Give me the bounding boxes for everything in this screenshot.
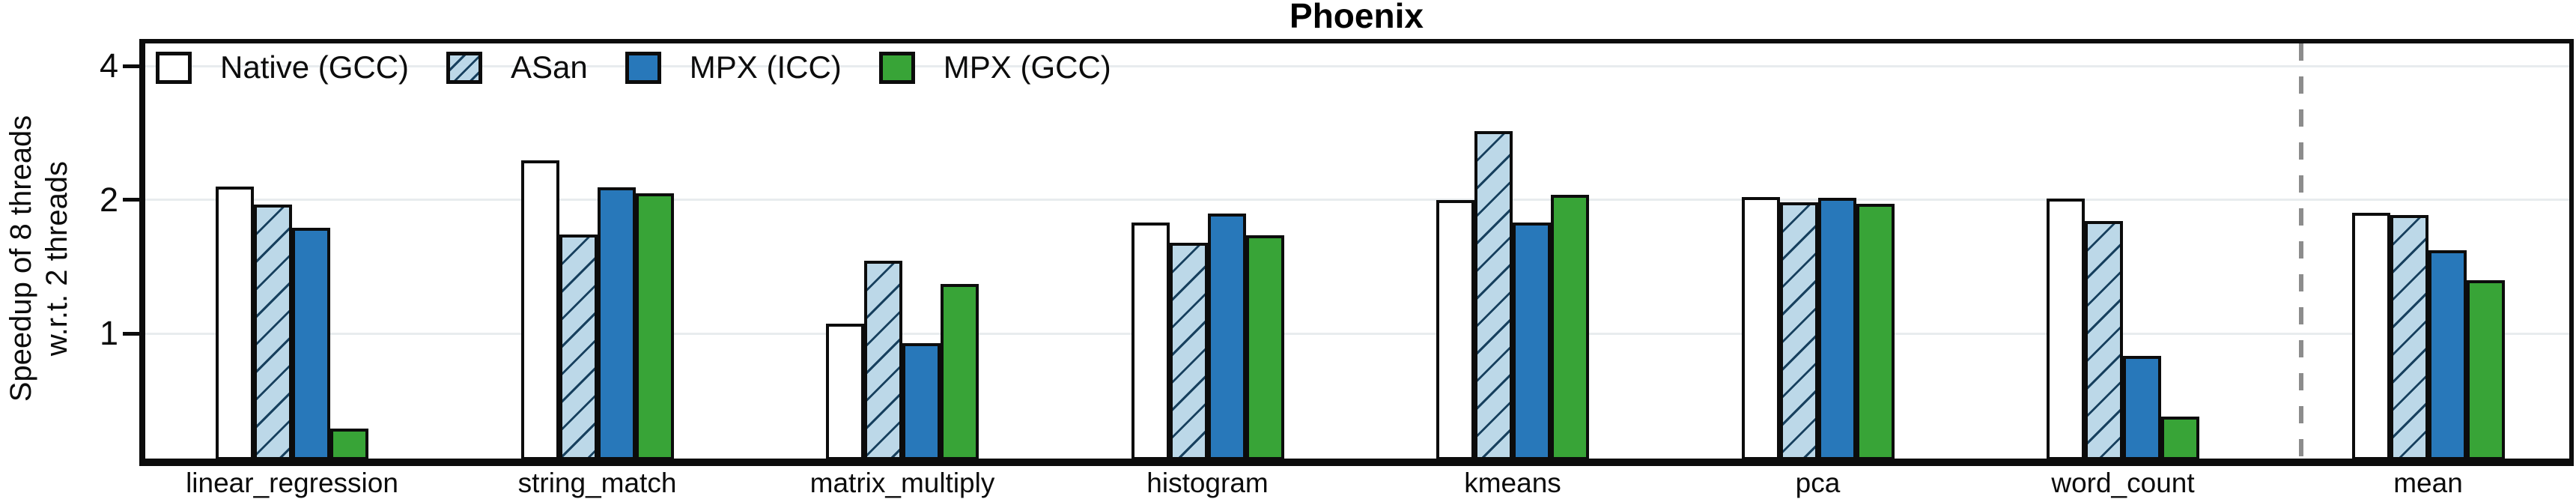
chart-title: Phoenix (1289, 0, 1424, 35)
bar-pca-mpx_gcc (1856, 203, 1895, 460)
category-label-string_match: string_match (517, 468, 677, 498)
bar-linear_regression-asan (254, 205, 292, 460)
legend-label-mpx_icc: MPX (ICC) (689, 49, 842, 85)
y-tick-label-1: 1 (99, 314, 118, 352)
bar-matrix_multiply-mpx_gcc (941, 284, 979, 460)
y-axis-label-line1: Speedup of 8 threads (4, 115, 37, 402)
bar-mean-mpx_gcc (2466, 279, 2505, 460)
bar-pca-asan (1779, 202, 1818, 460)
bar-pca-native (1741, 196, 1780, 460)
category-label-word_count: word_count (2051, 468, 2195, 498)
bar-mean-asan (2390, 214, 2428, 460)
category-label-linear_regression: linear_regression (186, 468, 398, 498)
legend-entry-asan: ASan (446, 49, 588, 85)
y-tick-mark-2 (123, 198, 139, 202)
bar-mean-mpx_icc (2428, 250, 2467, 460)
bar-word_count-mpx_gcc (2161, 416, 2199, 460)
gridline-y-1 (145, 332, 2569, 335)
bar-kmeans-mpx_icc (1513, 222, 1551, 460)
legend-label-asan: ASan (511, 49, 588, 85)
legend-label-mpx_gcc: MPX (GCC) (943, 49, 1111, 85)
legend-swatch-mpx_gcc (878, 51, 915, 84)
y-tick-label-2: 2 (99, 180, 118, 219)
legend-swatch-mpx_icc (625, 51, 661, 84)
bar-linear_regression-mpx_gcc (330, 429, 368, 460)
y-tick-mark-1 (123, 331, 139, 336)
gridline-y-2 (145, 199, 2569, 201)
legend-entry-mpx_gcc: MPX (GCC) (878, 49, 1111, 85)
bar-histogram-mpx_icc (1207, 214, 1246, 460)
category-label-kmeans: kmeans (1464, 468, 1561, 498)
bar-string_match-mpx_gcc (635, 193, 674, 460)
plot-frame (139, 39, 2574, 466)
legend-swatch-asan (446, 51, 483, 84)
bar-histogram-native (1131, 222, 1170, 460)
bar-word_count-native (2047, 199, 2085, 460)
bar-string_match-asan (559, 234, 598, 460)
bar-linear_regression-mpx_icc (292, 227, 330, 460)
bar-word_count-mpx_icc (2123, 356, 2161, 460)
bar-matrix_multiply-mpx_icc (902, 343, 941, 460)
bar-kmeans-asan (1474, 131, 1513, 460)
bar-kmeans-mpx_gcc (1551, 195, 1589, 460)
bar-linear_regression-native (216, 187, 254, 460)
bar-word_count-asan (2085, 221, 2123, 460)
bar-matrix_multiply-asan (864, 260, 902, 460)
bar-pca-mpx_icc (1817, 197, 1856, 460)
y-tick-label-4: 4 (99, 46, 118, 85)
bar-histogram-asan (1169, 242, 1208, 460)
category-label-matrix_multiply: matrix_multiply (809, 468, 995, 498)
legend-label-native: Native (GCC) (220, 49, 410, 85)
bar-histogram-mpx_gcc (1245, 235, 1284, 460)
y-axis-label-line2: w.r.t. 2 threads (40, 160, 73, 357)
category-label-mean: mean (2393, 468, 2463, 498)
bar-mean-native (2351, 212, 2390, 460)
legend-swatch-native (156, 51, 192, 84)
bar-string_match-native (520, 160, 559, 460)
gridline-y-4 (145, 64, 2569, 67)
legend-entry-mpx_icc: MPX (ICC) (625, 49, 842, 85)
legend: Native (GCC) ASan MPX (ICC) MPX (GCC) (156, 49, 1111, 85)
y-tick-mark-4 (123, 64, 139, 68)
y-axis-label: Speedup of 8 threads w.r.t. 2 threads (3, 115, 75, 402)
bar-kmeans-native (1436, 199, 1474, 460)
category-label-histogram: histogram (1146, 468, 1269, 498)
bar-string_match-mpx_icc (597, 187, 636, 460)
bar-matrix_multiply-native (826, 324, 864, 460)
category-label-pca: pca (1795, 468, 1841, 498)
legend-entry-native: Native (GCC) (156, 49, 409, 85)
mean-separator-dashed-line (2299, 43, 2303, 459)
